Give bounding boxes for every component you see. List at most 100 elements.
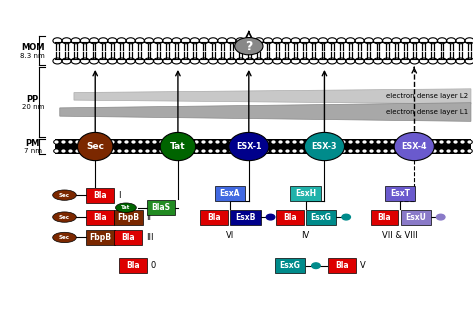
Circle shape xyxy=(264,140,269,144)
Circle shape xyxy=(362,140,367,144)
Circle shape xyxy=(377,141,380,143)
Circle shape xyxy=(286,150,289,152)
Circle shape xyxy=(209,150,212,152)
Circle shape xyxy=(292,140,297,144)
Text: EsxA: EsxA xyxy=(219,189,240,198)
Circle shape xyxy=(111,150,114,152)
Circle shape xyxy=(342,214,350,220)
Circle shape xyxy=(334,140,339,144)
Circle shape xyxy=(461,141,464,143)
Circle shape xyxy=(468,150,471,152)
Circle shape xyxy=(356,150,359,152)
Circle shape xyxy=(355,140,360,144)
Circle shape xyxy=(419,141,422,143)
Circle shape xyxy=(342,141,345,143)
Circle shape xyxy=(460,149,465,153)
Circle shape xyxy=(279,150,282,152)
Circle shape xyxy=(258,141,261,143)
Circle shape xyxy=(104,141,107,143)
Circle shape xyxy=(251,150,254,152)
FancyBboxPatch shape xyxy=(291,186,320,201)
Circle shape xyxy=(418,140,423,144)
Circle shape xyxy=(363,141,366,143)
Circle shape xyxy=(279,141,282,143)
Circle shape xyxy=(187,149,192,153)
Circle shape xyxy=(398,141,401,143)
Circle shape xyxy=(446,149,451,153)
Circle shape xyxy=(62,141,65,143)
Circle shape xyxy=(236,140,241,144)
Circle shape xyxy=(159,149,164,153)
Circle shape xyxy=(411,149,416,153)
Circle shape xyxy=(68,149,73,153)
Circle shape xyxy=(334,149,339,153)
Circle shape xyxy=(83,150,86,152)
Circle shape xyxy=(237,150,240,152)
Circle shape xyxy=(230,141,233,143)
Text: Tat: Tat xyxy=(121,205,131,210)
Circle shape xyxy=(75,140,80,144)
Ellipse shape xyxy=(394,132,434,161)
Circle shape xyxy=(327,149,332,153)
Circle shape xyxy=(124,149,129,153)
Circle shape xyxy=(355,149,360,153)
Circle shape xyxy=(286,141,289,143)
Circle shape xyxy=(118,141,121,143)
Circle shape xyxy=(320,149,325,153)
Circle shape xyxy=(69,141,72,143)
Circle shape xyxy=(103,149,108,153)
Circle shape xyxy=(460,140,465,144)
Circle shape xyxy=(216,141,219,143)
Circle shape xyxy=(117,140,122,144)
Circle shape xyxy=(397,149,402,153)
Circle shape xyxy=(117,149,122,153)
Circle shape xyxy=(181,141,184,143)
Circle shape xyxy=(446,140,451,144)
Circle shape xyxy=(265,150,268,152)
Circle shape xyxy=(124,140,129,144)
Ellipse shape xyxy=(160,132,196,161)
FancyBboxPatch shape xyxy=(306,209,336,225)
Text: EsxU: EsxU xyxy=(405,213,426,221)
Circle shape xyxy=(229,140,234,144)
Circle shape xyxy=(62,150,65,152)
Circle shape xyxy=(314,141,317,143)
Circle shape xyxy=(341,149,346,153)
Circle shape xyxy=(369,140,374,144)
Circle shape xyxy=(356,141,359,143)
Circle shape xyxy=(349,150,352,152)
Text: PP: PP xyxy=(27,94,39,104)
Circle shape xyxy=(82,140,87,144)
FancyBboxPatch shape xyxy=(114,230,142,245)
Text: Bla: Bla xyxy=(378,213,391,221)
Circle shape xyxy=(110,140,115,144)
Circle shape xyxy=(425,140,430,144)
Circle shape xyxy=(468,141,471,143)
Circle shape xyxy=(97,150,100,152)
Circle shape xyxy=(383,149,388,153)
Circle shape xyxy=(229,149,234,153)
Circle shape xyxy=(454,150,457,152)
FancyBboxPatch shape xyxy=(147,200,175,215)
Text: II: II xyxy=(146,213,151,221)
Circle shape xyxy=(467,149,472,153)
Circle shape xyxy=(426,150,429,152)
Text: MOM: MOM xyxy=(21,43,45,52)
Circle shape xyxy=(433,141,436,143)
Text: ESX-3: ESX-3 xyxy=(312,142,337,151)
Circle shape xyxy=(300,141,303,143)
Circle shape xyxy=(447,141,450,143)
FancyBboxPatch shape xyxy=(215,186,245,201)
Circle shape xyxy=(376,140,381,144)
Circle shape xyxy=(82,149,87,153)
Circle shape xyxy=(377,150,380,152)
Circle shape xyxy=(215,149,220,153)
Circle shape xyxy=(467,140,472,144)
Text: 8.3 nm: 8.3 nm xyxy=(20,53,45,59)
Circle shape xyxy=(195,150,198,152)
Circle shape xyxy=(131,140,136,144)
Circle shape xyxy=(376,149,381,153)
Circle shape xyxy=(293,141,296,143)
Circle shape xyxy=(419,150,422,152)
Circle shape xyxy=(180,140,185,144)
